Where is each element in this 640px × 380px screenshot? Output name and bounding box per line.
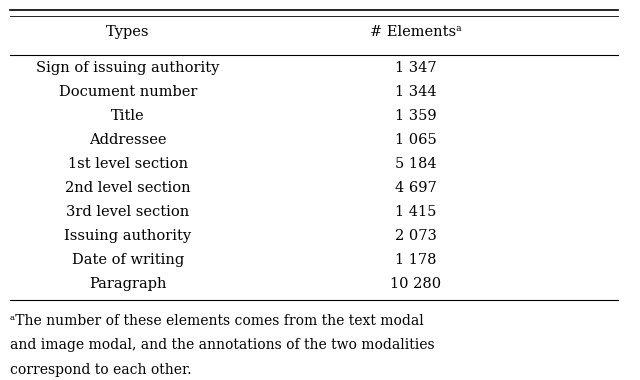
Text: Document number: Document number (59, 86, 197, 99)
Text: and image modal, and the annotations of the two modalities: and image modal, and the annotations of … (10, 338, 434, 352)
Text: Issuing authority: Issuing authority (65, 229, 191, 243)
Text: 2nd level section: 2nd level section (65, 181, 191, 195)
Text: 10 280: 10 280 (390, 277, 442, 291)
Text: Types: Types (106, 25, 150, 39)
Text: 5 184: 5 184 (395, 157, 437, 171)
Text: 1 178: 1 178 (396, 253, 436, 267)
Text: 3rd level section: 3rd level section (67, 205, 189, 219)
Text: 1 065: 1 065 (395, 133, 437, 147)
Text: Addressee: Addressee (89, 133, 167, 147)
Text: 1 415: 1 415 (396, 205, 436, 219)
Text: Date of writing: Date of writing (72, 253, 184, 267)
Text: Paragraph: Paragraph (89, 277, 167, 291)
Text: Sign of issuing authority: Sign of issuing authority (36, 62, 220, 75)
Text: 1 344: 1 344 (395, 86, 437, 99)
Text: 1 347: 1 347 (395, 62, 437, 75)
Text: 1st level section: 1st level section (68, 157, 188, 171)
Text: # Elementsᵃ: # Elementsᵃ (370, 25, 462, 39)
Text: ᵃThe number of these elements comes from the text modal: ᵃThe number of these elements comes from… (10, 314, 423, 328)
Text: Title: Title (111, 109, 145, 123)
Text: 2 073: 2 073 (395, 229, 437, 243)
Text: correspond to each other.: correspond to each other. (10, 363, 191, 377)
Text: 4 697: 4 697 (395, 181, 437, 195)
Text: 1 359: 1 359 (395, 109, 437, 123)
